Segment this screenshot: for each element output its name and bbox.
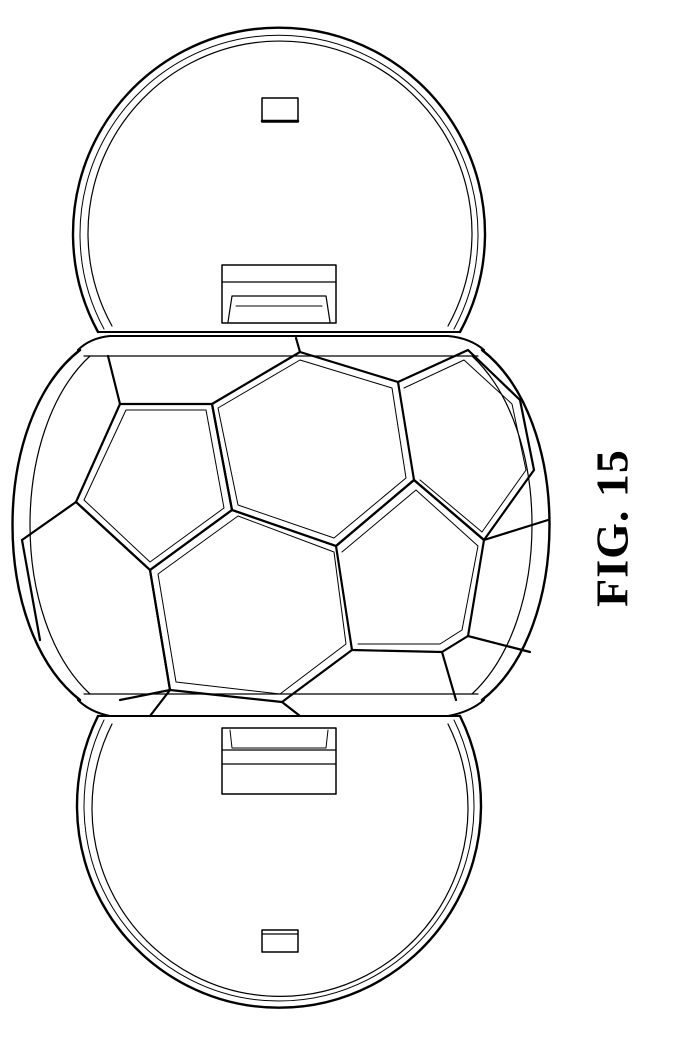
bottom-lid	[77, 716, 481, 1008]
bottom-hinge	[222, 728, 336, 794]
top-lid	[73, 28, 485, 332]
bottom-lid-latch	[262, 930, 298, 952]
figure-label-text: FIG. 15	[586, 449, 639, 607]
ball-panel-seams-inner	[84, 360, 526, 694]
ball-panel-seams	[22, 338, 548, 716]
top-hinge	[222, 265, 336, 323]
top-lid-latch	[262, 98, 298, 122]
